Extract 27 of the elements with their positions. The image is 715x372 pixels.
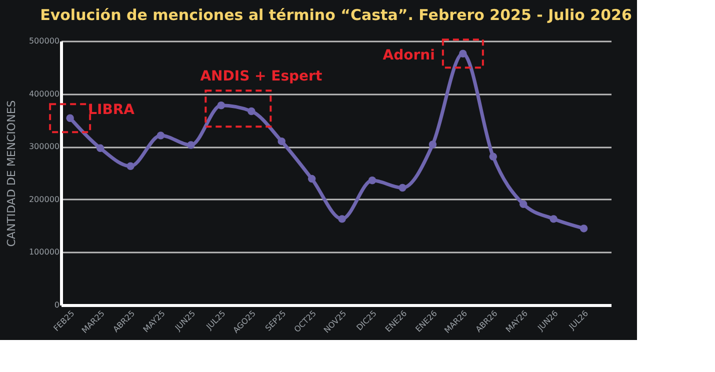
y-tick-label: 200000 [28,194,60,204]
y-tick-label: 500000 [28,36,60,46]
point [398,184,406,192]
annotation: LIBRA [88,102,135,118]
y-tick-label: 400000 [28,89,60,98]
annotation: Adorni [382,48,435,64]
point [489,152,498,160]
point [308,174,316,183]
annotation: ANDIS + Espert [200,68,322,85]
point [96,144,104,152]
point [338,215,346,223]
point [550,215,558,223]
y-tick-label: 0 [54,300,60,310]
point [248,107,256,116]
point [519,200,528,208]
point [580,224,588,232]
point [217,102,226,110]
point [368,176,376,184]
point [187,141,195,149]
y-tick-label: 100000 [28,248,60,257]
point [126,162,134,170]
point [428,140,437,148]
chart-title: Evolución de menciones al término “Casta”. Febrero 2025 - Julio 2026 [40,6,632,24]
y-axis-title: CANTIDAD DE MENCIONES [4,100,18,247]
y-tick-label: 300000 [28,142,60,152]
point [278,137,286,146]
point [156,132,165,140]
